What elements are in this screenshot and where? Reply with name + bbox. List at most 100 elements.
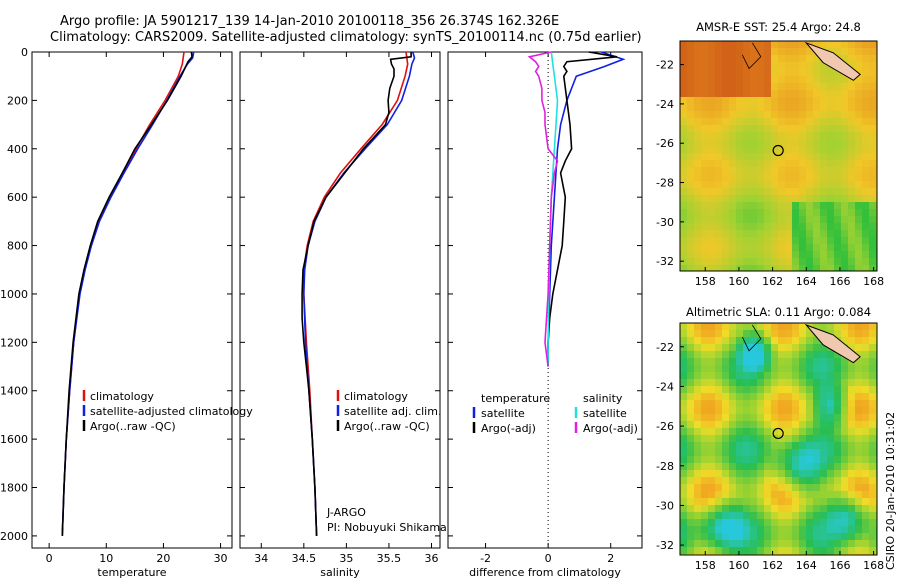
sst-map-cell bbox=[813, 153, 820, 160]
sla-map-cell bbox=[750, 470, 757, 477]
sla-map-cell bbox=[729, 505, 736, 512]
sla-map-cell bbox=[820, 463, 827, 470]
sla-map-cell bbox=[813, 344, 820, 351]
sst-map-cell bbox=[778, 125, 785, 132]
sst-map-cell bbox=[729, 69, 736, 76]
sst-map-cell bbox=[855, 118, 862, 125]
sla-map-cell bbox=[841, 547, 848, 554]
sst-map-cell bbox=[757, 174, 764, 181]
sla-map-cell bbox=[813, 442, 820, 449]
sla-map-cell bbox=[820, 414, 827, 421]
diff-legend-label: Argo(-adj) bbox=[583, 422, 638, 435]
sla-map-cell bbox=[848, 442, 855, 449]
sst-map-cell bbox=[743, 181, 750, 188]
sla-map-cell bbox=[869, 372, 876, 379]
sla-map-cell bbox=[834, 414, 841, 421]
sla-map-cell bbox=[792, 512, 799, 519]
sst-map-cell bbox=[764, 125, 771, 132]
sst-map-cell bbox=[785, 202, 792, 209]
sla-map-cell bbox=[687, 323, 694, 330]
sla-map-cell bbox=[687, 337, 694, 344]
sla-map-cell bbox=[841, 519, 848, 526]
sst-map-cell bbox=[806, 223, 813, 230]
sst-map-cell bbox=[806, 153, 813, 160]
sla-map-cell bbox=[757, 414, 764, 421]
sst-map-cell bbox=[708, 153, 715, 160]
sla-map-cell bbox=[855, 400, 862, 407]
sla-map-cell bbox=[820, 512, 827, 519]
sst-map-cell bbox=[687, 41, 694, 48]
sst-map-cell bbox=[757, 237, 764, 244]
sla-map-cell bbox=[680, 463, 687, 470]
sst-map-cell bbox=[869, 195, 876, 202]
sst-map-cell bbox=[820, 223, 827, 230]
sla-map-cell bbox=[869, 547, 876, 554]
sla-map-cell bbox=[708, 330, 715, 337]
sla-map-cell bbox=[820, 484, 827, 491]
sla-map-cell bbox=[792, 351, 799, 358]
sla-map-cell bbox=[827, 372, 834, 379]
sla-map-cell bbox=[799, 540, 806, 547]
sst-map-cell bbox=[862, 265, 869, 271]
sla-map-cell bbox=[813, 372, 820, 379]
sst-map-cell bbox=[841, 181, 848, 188]
sla-map-cell bbox=[757, 442, 764, 449]
sst-map-cell bbox=[841, 258, 848, 265]
sst-map-cell bbox=[785, 111, 792, 118]
sla-map-cell bbox=[701, 407, 708, 414]
sst-map-cell bbox=[834, 118, 841, 125]
sla-map-cell bbox=[764, 337, 771, 344]
sst-map-cell bbox=[715, 41, 722, 48]
sst-map-cell bbox=[722, 181, 729, 188]
sla-map-cell bbox=[806, 386, 813, 393]
sst-map-cell bbox=[834, 223, 841, 230]
sst-map-cell bbox=[855, 41, 862, 48]
sst-map-xtick-label: 160 bbox=[728, 275, 749, 288]
sla-map-cell bbox=[792, 407, 799, 414]
sst-map-cell bbox=[694, 76, 701, 83]
sst-map-cell bbox=[680, 125, 687, 132]
sst-map-cell bbox=[785, 55, 792, 62]
sst-map-cell bbox=[736, 223, 743, 230]
sla-map-cell bbox=[757, 344, 764, 351]
sst-map-cell bbox=[757, 202, 764, 209]
sst-map-cell bbox=[736, 90, 743, 97]
sst-map-cell bbox=[736, 167, 743, 174]
sla-map-cell bbox=[757, 470, 764, 477]
sst-map-cell bbox=[722, 188, 729, 195]
sst-map-cell bbox=[729, 160, 736, 167]
sla-map-cell bbox=[834, 456, 841, 463]
sla-map-cell bbox=[848, 435, 855, 442]
sst-map-cell bbox=[701, 258, 708, 265]
sst-map-cell bbox=[778, 216, 785, 223]
sla-map-cell bbox=[806, 372, 813, 379]
sst-map-cell bbox=[855, 188, 862, 195]
sla-map-cell bbox=[862, 428, 869, 435]
sst-map-cell bbox=[687, 146, 694, 153]
sst-map-cell bbox=[687, 216, 694, 223]
sla-map-cell bbox=[771, 470, 778, 477]
sst-map-cell bbox=[764, 146, 771, 153]
sst-map-cell bbox=[813, 90, 820, 97]
sla-map-cell bbox=[722, 540, 729, 547]
sla-map-cell bbox=[729, 533, 736, 540]
sla-map-frame bbox=[679, 322, 878, 556]
sla-map-cell bbox=[680, 533, 687, 540]
sla-map-cell bbox=[834, 477, 841, 484]
sst-map-cell bbox=[855, 167, 862, 174]
sla-map-cell bbox=[694, 386, 701, 393]
sla-map-cell bbox=[701, 365, 708, 372]
sst-map-cell bbox=[715, 167, 722, 174]
sla-map-cell bbox=[771, 491, 778, 498]
sst-map-cell bbox=[862, 111, 869, 118]
sst-map-cell bbox=[722, 216, 729, 223]
sla-map-cell bbox=[736, 512, 743, 519]
sla-map-cell bbox=[694, 330, 701, 337]
sla-map-cell bbox=[806, 540, 813, 547]
sla-map-cell bbox=[799, 442, 806, 449]
sla-map-cell bbox=[722, 337, 729, 344]
sst-map-cell bbox=[792, 244, 799, 251]
sla-map-cell bbox=[785, 463, 792, 470]
sst-map-cell bbox=[736, 209, 743, 216]
sla-map-cell bbox=[750, 365, 757, 372]
